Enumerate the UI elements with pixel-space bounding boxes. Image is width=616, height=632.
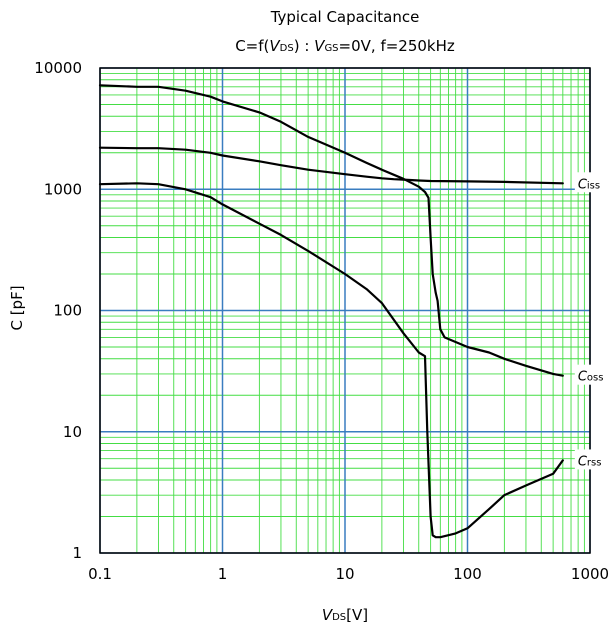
y-tick-label: 10000 <box>34 59 82 77</box>
subtitle-var2: V <box>314 37 326 55</box>
y-tick-labels: 1 10 100 1000 10000 <box>34 59 82 562</box>
subtitle-suffix: =0V, f=250kHz <box>339 37 455 55</box>
x-tick-label: 1 <box>218 565 228 583</box>
x-label-sub: DS <box>332 612 346 623</box>
chart-subtitle: C=f(VDS) : VGS=0V, f=250kHz <box>235 37 455 55</box>
chart-title: Typical Capacitance <box>270 8 420 26</box>
x-label-main: V <box>322 606 334 624</box>
series-label-sub: oss <box>587 373 604 384</box>
x-label-unit: [V] <box>346 606 368 624</box>
x-tick-labels: 0.1 1 10 100 1000 <box>88 565 609 583</box>
series-label-box <box>574 172 615 193</box>
series-label-box <box>574 449 615 470</box>
series-label-ciss: Ciss <box>578 177 600 192</box>
series-label-crss: Crss <box>578 454 602 469</box>
series-label-sub: rss <box>587 457 602 468</box>
series-label-box <box>574 364 615 385</box>
y-tick-label: 100 <box>53 302 82 320</box>
x-tick-label: 100 <box>453 565 482 583</box>
subtitle-prefix: C=f( <box>235 37 269 55</box>
series-label-sub: iss <box>587 180 600 191</box>
subtitle-mid: ) : <box>294 37 314 55</box>
plot-frame <box>99 67 591 554</box>
y-tick-label: 1 <box>72 544 82 562</box>
series-label-main: C <box>578 370 588 385</box>
y-tick-label: 10 <box>63 423 82 441</box>
subtitle-var1: V <box>269 37 281 55</box>
y-axis-label: C [pF] <box>8 285 26 330</box>
x-tick-label: 0.1 <box>88 565 112 583</box>
series-label-coss: Coss <box>578 370 604 385</box>
series-label-main: C <box>578 454 588 469</box>
subtitle-var2-sub: GS <box>324 43 338 54</box>
series-label-main: C <box>578 177 588 192</box>
series-line-crss <box>98 182 564 539</box>
series-line-coss <box>98 84 564 377</box>
subtitle-var1-sub: DS <box>280 43 294 54</box>
x-tick-label: 1000 <box>571 565 609 583</box>
x-axis-label: VDS[V] <box>322 606 368 624</box>
y-tick-label: 1000 <box>44 180 82 198</box>
series-lines <box>98 84 564 539</box>
series-line-ciss <box>98 146 564 185</box>
x-tick-label: 10 <box>335 565 354 583</box>
